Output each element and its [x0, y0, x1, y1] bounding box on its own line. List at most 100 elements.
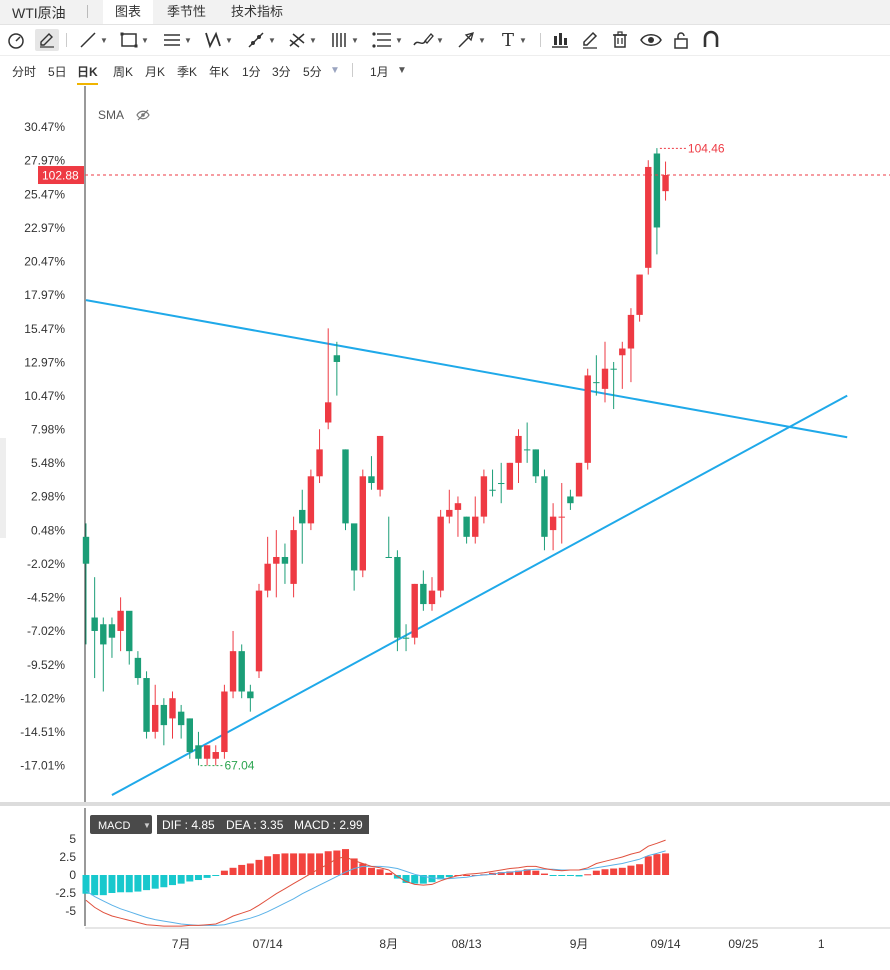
- eye-icon[interactable]: [640, 29, 662, 51]
- magnet-icon[interactable]: [701, 29, 721, 51]
- candle-body: [247, 691, 254, 699]
- candle-body: [342, 449, 349, 524]
- arrow-icon[interactable]: ▼: [456, 29, 486, 51]
- tab-chart[interactable]: 图表: [103, 0, 154, 24]
- macd-tick-label: 5: [69, 832, 76, 846]
- fib-icon[interactable]: ▼: [371, 29, 403, 51]
- candle-body: [645, 166, 652, 268]
- candle-body: [134, 657, 142, 679]
- tab-seasonality[interactable]: 季节性: [167, 4, 207, 19]
- pattern-icon[interactable]: ▼: [203, 29, 233, 51]
- candle-body: [100, 624, 107, 645]
- max-marker-label: 104.46: [688, 141, 725, 155]
- price-tick-label: 2.98%: [31, 490, 65, 504]
- rect-icon[interactable]: ▼: [119, 29, 149, 51]
- macd-bar: [385, 872, 393, 875]
- candle-body: [177, 711, 185, 726]
- candle-body: [541, 476, 548, 537]
- tab-technical-indicators[interactable]: 技术指标: [231, 4, 284, 19]
- period-5min[interactable]: 5分: [303, 65, 322, 79]
- trendline: [111, 394, 848, 796]
- chart-area[interactable]: 30.47% 27.97% 25.47% 22.97% 20.47% 17.97% 15.4…: [0, 86, 890, 970]
- period-intraday[interactable]: 分时: [12, 65, 37, 79]
- side-panel-handle[interactable]: [0, 438, 6, 538]
- macd-bar: [143, 875, 151, 891]
- price-tick-label: 17.97%: [24, 288, 65, 302]
- macd-bar: [653, 854, 661, 875]
- macd-selector[interactable]: [90, 815, 152, 834]
- price-tick-label: 5.48%: [31, 456, 65, 470]
- macd-bar: [549, 875, 557, 876]
- candle-body: [325, 402, 332, 423]
- line-icon[interactable]: ▼: [78, 29, 108, 51]
- macd-bar: [376, 869, 384, 875]
- macd-bar: [194, 875, 202, 881]
- macd-bar: [229, 867, 237, 875]
- candle-body: [91, 617, 98, 631]
- fork-icon[interactable]: ▼: [287, 29, 317, 51]
- candle-body: [117, 610, 124, 631]
- macd-bar: [134, 875, 142, 892]
- lock-icon[interactable]: [671, 29, 691, 51]
- price-tick-label: -12.02%: [20, 691, 65, 705]
- candle-body: [619, 348, 626, 356]
- text-icon[interactable]: T ▼: [499, 29, 527, 51]
- period-yearly[interactable]: 年K: [209, 65, 230, 79]
- macd-bar: [610, 868, 618, 875]
- price-tick-label: 22.97%: [24, 221, 65, 235]
- macd-bar: [238, 864, 246, 875]
- bar-chart-icon[interactable]: [550, 29, 570, 51]
- range-select[interactable]: 1月: [370, 65, 389, 79]
- pencil-icon[interactable]: [35, 29, 59, 51]
- app-title: WTI原油: [12, 5, 66, 21]
- range-chevron-down-icon[interactable]: ▼: [397, 65, 407, 76]
- candle-body: [143, 678, 150, 732]
- candle-body: [273, 556, 280, 564]
- macd-bar: [186, 875, 194, 882]
- candle-body: [221, 691, 228, 753]
- period-monthly[interactable]: 月K: [145, 65, 166, 79]
- kline-chart[interactable]: 30.47%27.97%25.47%22.97%20.47%17.97%15.4…: [0, 86, 890, 965]
- macd-bar: [117, 875, 125, 893]
- candle-body: [437, 516, 444, 591]
- pen-icon[interactable]: ▼: [246, 29, 276, 51]
- macd-bar: [592, 870, 600, 875]
- period-daily[interactable]: 日K: [77, 63, 98, 85]
- period-more-chevron-icon[interactable]: ▼: [330, 65, 340, 76]
- candle-body: [368, 476, 375, 484]
- speedometer-icon[interactable]: [6, 29, 26, 51]
- price-tick-label: -17.01%: [20, 759, 65, 773]
- dif-line: [85, 839, 666, 927]
- period-3min[interactable]: 3分: [272, 65, 291, 79]
- edit-icon[interactable]: [580, 29, 600, 51]
- macd-bar: [108, 875, 116, 893]
- price-markers: 102.88 104.46 67.04: [38, 141, 890, 773]
- brush-icon[interactable]: ▼: [412, 29, 444, 51]
- period-5day[interactable]: 5日: [48, 65, 67, 79]
- trash-icon[interactable]: [610, 29, 630, 51]
- price-tick-label: 20.47%: [24, 255, 65, 269]
- candle-body: [446, 509, 453, 517]
- macd-bar: [324, 851, 332, 875]
- dea-line: [85, 850, 666, 926]
- period-quarterly[interactable]: 季K: [177, 65, 198, 79]
- candle-body: [558, 516, 565, 518]
- vertical-lines-icon[interactable]: ▼: [332, 33, 359, 47]
- candle-body: [402, 637, 410, 639]
- period-1min[interactable]: 1分: [242, 65, 261, 79]
- candle-body: [108, 624, 116, 638]
- macd-bar: [160, 875, 168, 888]
- candle-body: [316, 449, 323, 477]
- price-tick-label: -9.52%: [27, 658, 65, 672]
- candle-body: [307, 476, 315, 524]
- time-tick-label: 09/25: [728, 937, 758, 951]
- sma-visibility-eye-icon[interactable]: [136, 109, 150, 121]
- candle-body: [385, 556, 392, 558]
- macd-tick-label: 2.5: [59, 850, 76, 864]
- parallel-lines-icon[interactable]: ▼: [164, 34, 192, 46]
- time-tick-label: 07/14: [253, 937, 283, 951]
- period-weekly[interactable]: 周K: [113, 65, 134, 79]
- macd-bar: [662, 853, 670, 875]
- candle-body: [472, 516, 479, 537]
- macd-bar: [627, 865, 635, 875]
